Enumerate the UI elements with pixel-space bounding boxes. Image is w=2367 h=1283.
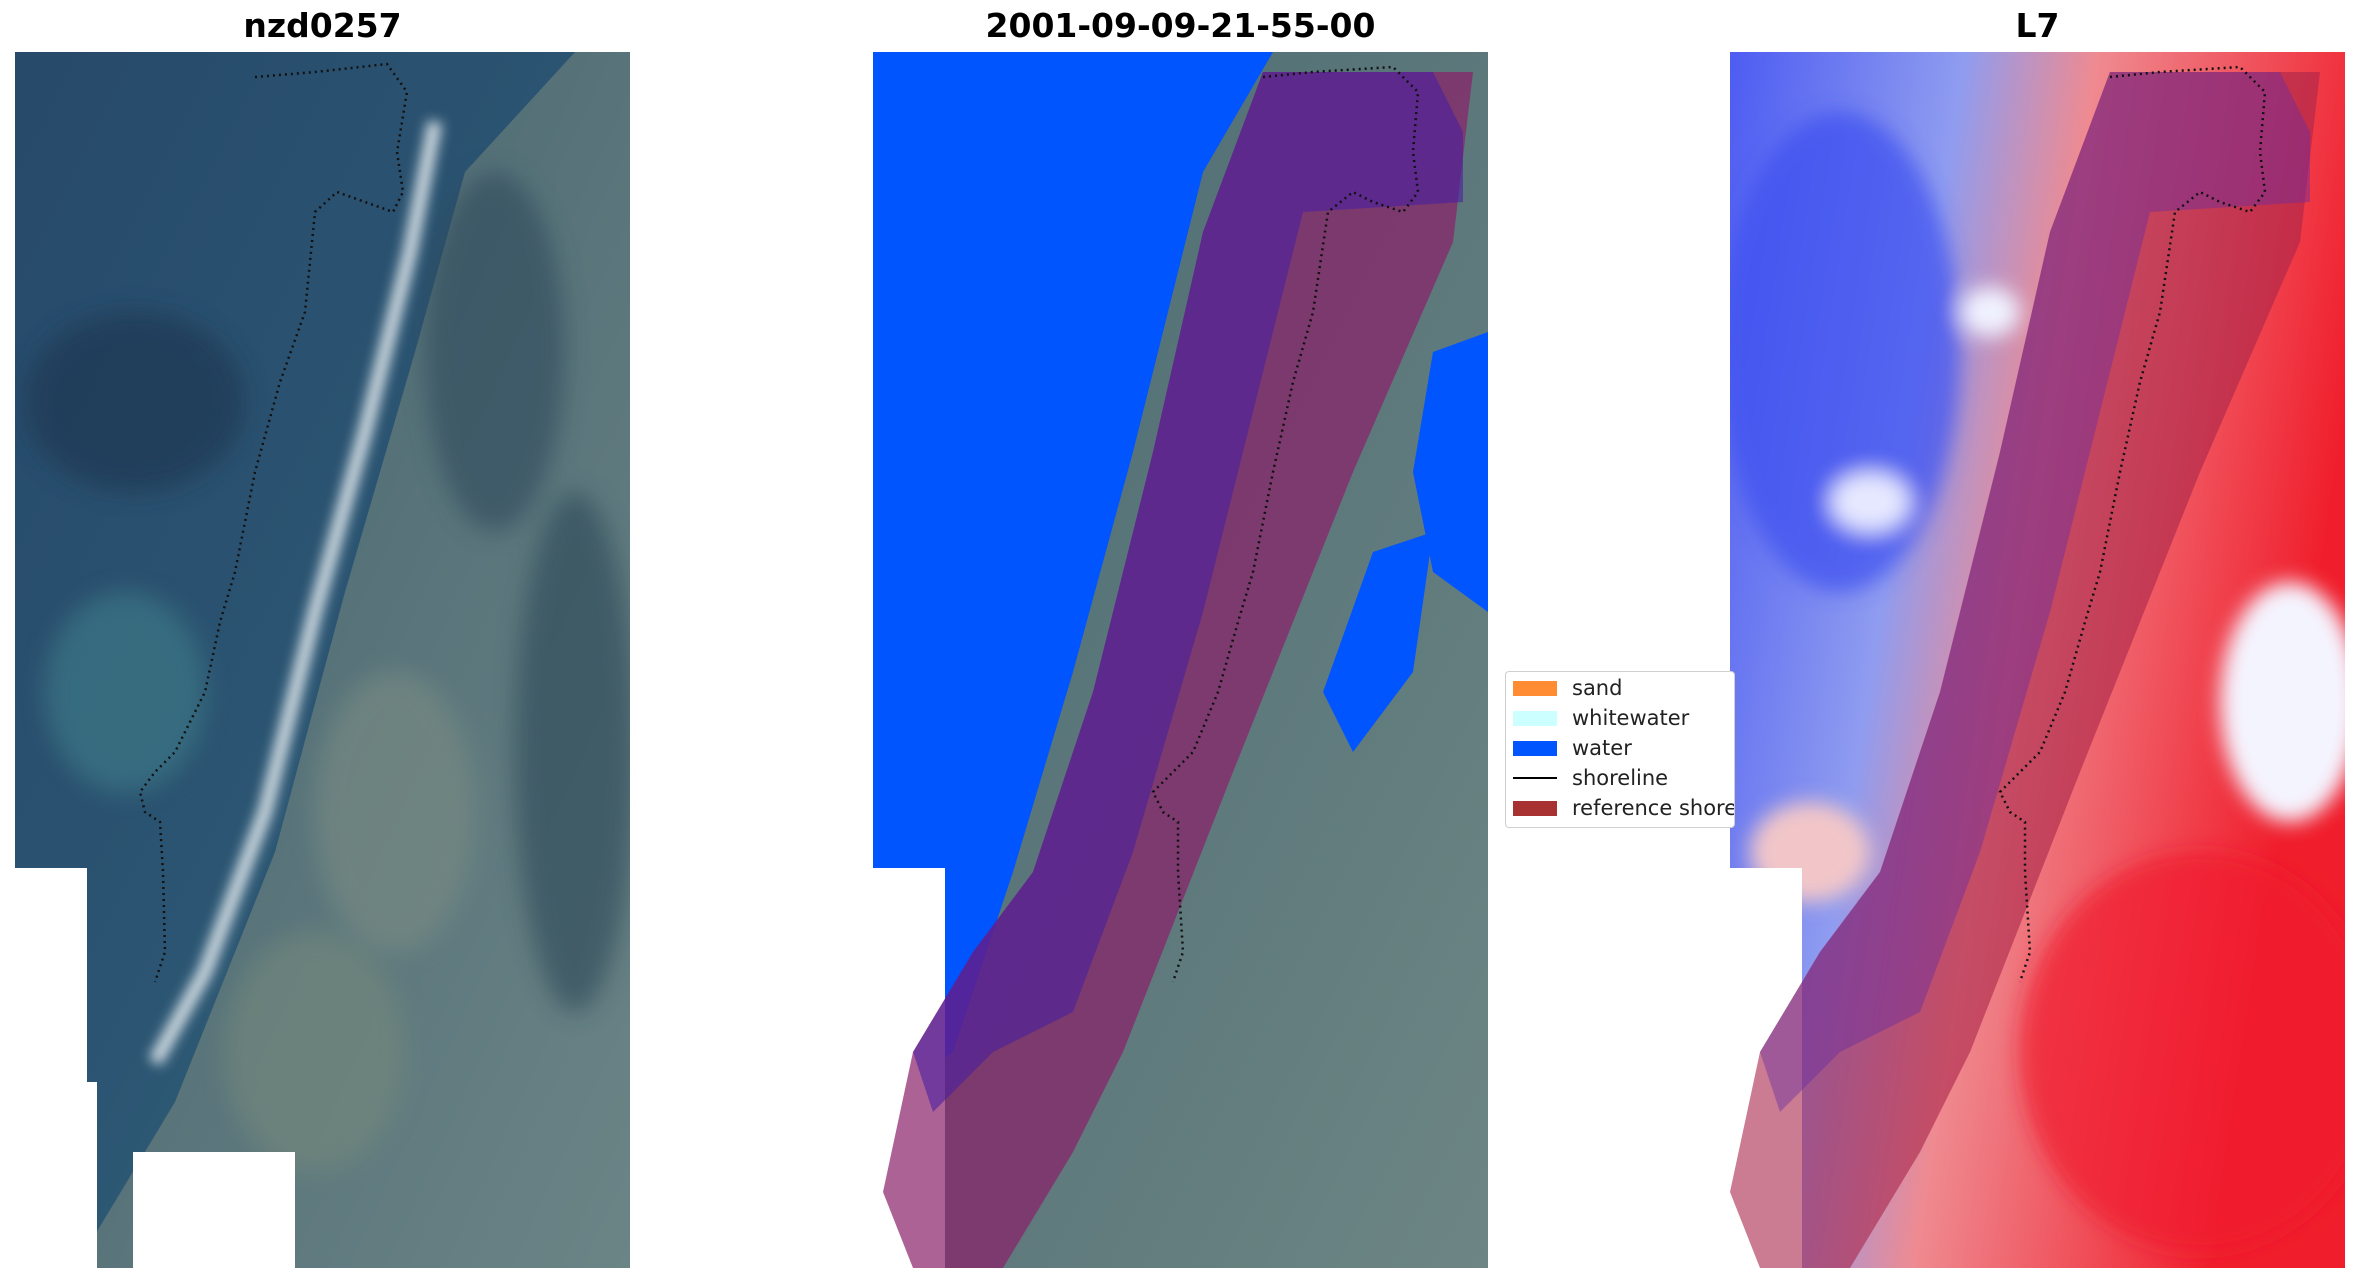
legend-item-shoreline: shoreline — [1513, 766, 1669, 790]
legend-swatch-water — [1513, 740, 1557, 756]
legend-swatch-reference-shoreline — [1513, 800, 1557, 816]
legend-label-sand: sand — [1572, 676, 1623, 700]
legend-label-water: water — [1572, 736, 1632, 760]
legend-item-whitewater: whitewater — [1513, 706, 1690, 730]
legend-swatch-whitewater — [1513, 710, 1557, 726]
rgb-image-panel — [15, 52, 630, 1268]
classified-image — [873, 52, 1488, 1268]
legend-swatch-shoreline — [1513, 777, 1557, 779]
shoreline-contour — [138, 62, 409, 983]
panel-title-index: L7 — [2015, 6, 2060, 45]
legend-label-whitewater: whitewater — [1572, 706, 1690, 730]
legend-swatch-sand — [1513, 680, 1557, 696]
reference-buffer — [1730, 72, 2320, 1268]
legend-item-sand: sand — [1513, 676, 1623, 700]
legend-label-reference-shoreline: reference shoreline buffer — [1572, 796, 1734, 820]
panel-title-classified: 2001-09-09-21-55-00 — [985, 6, 1376, 45]
index-image-panel — [1730, 52, 2345, 1268]
rgb-satellite-image — [15, 52, 630, 1268]
legend: sand whitewater water shoreline referenc… — [1505, 671, 1735, 828]
legend-item-reference-shoreline: reference shoreline buffer — [1513, 796, 1734, 820]
index-image — [1730, 52, 2345, 1268]
classified-image-panel — [873, 52, 1488, 1268]
legend-item-water: water — [1513, 736, 1632, 760]
legend-label-shoreline: shoreline — [1572, 766, 1669, 790]
panel-title-rgb: nzd0257 — [243, 6, 402, 45]
